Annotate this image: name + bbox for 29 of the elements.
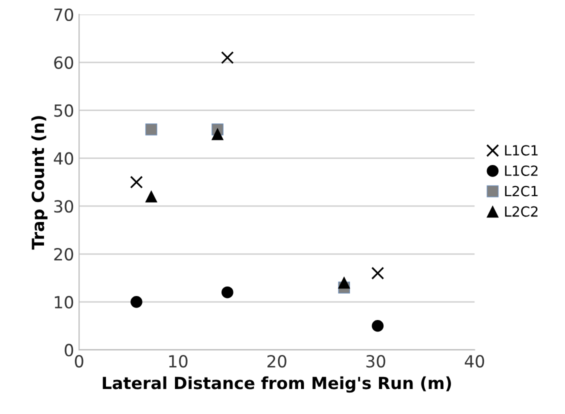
point <box>338 276 350 289</box>
point <box>212 128 224 140</box>
y-tick-label: 30 <box>54 200 74 213</box>
legend-label: L1C1 <box>505 145 538 156</box>
y-tick-label: 10 <box>54 296 74 308</box>
x-tick-label: 40 <box>464 354 484 368</box>
y-axis-title: Trap Count (n) <box>31 116 48 250</box>
point <box>145 190 158 202</box>
legend-label: L1C2 <box>505 165 538 176</box>
point <box>130 176 143 189</box>
x-tick-label: 30 <box>366 354 386 368</box>
x-axis-title: Lateral Distance from Meig's Run (m) <box>102 376 451 393</box>
x-tick-label: 0 <box>74 354 84 368</box>
y-tick-label: 0 <box>64 344 74 356</box>
point <box>371 266 384 280</box>
legend-label: L2C2 <box>505 206 538 217</box>
y-tick-label: 60 <box>54 56 74 69</box>
y-tick-label: 50 <box>54 104 74 117</box>
point <box>222 286 234 298</box>
point <box>145 124 158 136</box>
point <box>130 296 142 308</box>
x-tick-label: 10 <box>169 354 188 368</box>
y-tick-label: 40 <box>54 152 74 165</box>
y-tick-label: 20 <box>54 248 74 261</box>
legend-label: L2C1 <box>505 186 538 196</box>
point <box>221 51 234 64</box>
y-tick-label: 70 <box>54 8 74 22</box>
point <box>372 320 384 332</box>
x-tick-label: 20 <box>267 354 286 368</box>
